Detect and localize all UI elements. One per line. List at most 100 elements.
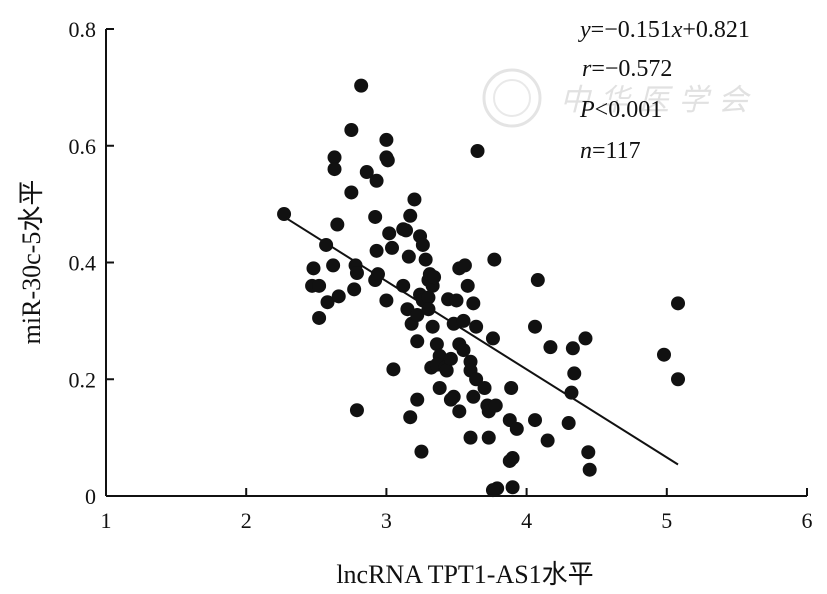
- data-point: [427, 270, 442, 285]
- data-point: [469, 319, 484, 334]
- data-point: [399, 223, 414, 238]
- x-tick-label: 5: [661, 508, 672, 533]
- data-point: [421, 290, 436, 305]
- data-point: [485, 483, 500, 498]
- data-point: [477, 381, 492, 396]
- data-point: [449, 293, 464, 308]
- data-point: [401, 249, 416, 264]
- data-point: [581, 445, 596, 460]
- data-point: [528, 413, 543, 428]
- data-point: [414, 444, 429, 459]
- data-point: [331, 289, 346, 304]
- data-point: [443, 392, 458, 407]
- data-point: [540, 433, 555, 448]
- x-axis-title: lncRNA TPT1-AS1水平: [336, 560, 593, 589]
- data-point: [410, 308, 425, 323]
- data-point: [425, 319, 440, 334]
- data-point: [505, 480, 520, 495]
- data-point: [466, 389, 481, 404]
- x-tick-label: 1: [101, 508, 112, 533]
- x-tick-label: 6: [802, 508, 813, 533]
- data-point: [485, 331, 500, 346]
- data-point: [466, 296, 481, 311]
- data-point: [456, 343, 471, 358]
- y-axis-ticks: 0 0.2 0.4 0.6 0.8: [69, 17, 114, 509]
- data-point: [656, 347, 671, 362]
- data-point: [369, 173, 384, 188]
- data-point: [379, 132, 394, 147]
- data-point: [671, 372, 686, 387]
- data-point: [565, 341, 580, 356]
- data-point: [463, 430, 478, 445]
- data-point: [457, 258, 472, 273]
- data-point: [370, 267, 385, 282]
- data-point: [407, 192, 422, 207]
- data-point: [312, 278, 327, 293]
- data-point: [567, 366, 582, 381]
- data-point: [344, 122, 359, 137]
- data-point: [502, 453, 517, 468]
- data-point: [327, 162, 342, 177]
- x-axis-ticks: 1 2 3 4 5 6: [101, 488, 813, 533]
- data-point: [379, 293, 394, 308]
- data-point: [344, 185, 359, 200]
- x-tick-label: 4: [521, 508, 532, 533]
- data-point: [543, 340, 558, 355]
- regression-line: [284, 216, 679, 466]
- data-point: [368, 209, 383, 224]
- data-point: [403, 208, 418, 223]
- data-point: [418, 252, 433, 267]
- data-point: [578, 331, 593, 346]
- data-point: [564, 385, 579, 400]
- y-tick-label: 0.6: [69, 134, 97, 159]
- data-point: [410, 334, 425, 349]
- data-point: [359, 165, 374, 180]
- p-label: P<0.001: [579, 97, 662, 123]
- data-point: [528, 319, 543, 334]
- equation-label: y=−0.151x+0.821: [578, 17, 750, 43]
- data-point: [312, 310, 327, 325]
- data-point: [410, 392, 425, 407]
- data-point: [443, 351, 458, 366]
- watermark-seal-icon: [482, 68, 542, 128]
- data-point: [386, 362, 401, 377]
- watermark-seal-inner-icon: [493, 79, 531, 117]
- watermark-text: 中 华 医 学 会: [560, 83, 751, 118]
- data-point: [456, 313, 471, 328]
- data-point: [330, 217, 345, 232]
- x-tick-label: 2: [241, 508, 252, 533]
- data-point: [306, 261, 321, 276]
- y-tick-label: 0.2: [69, 367, 97, 392]
- stats-annotation: y=−0.151x+0.821 r=−0.572 P<0.001 n=117: [578, 17, 750, 164]
- data-point: [460, 278, 475, 293]
- data-point: [320, 295, 335, 310]
- data-point: [561, 416, 576, 431]
- data-point: [415, 237, 430, 252]
- data-point: [319, 237, 334, 252]
- data-point: [354, 78, 369, 93]
- r-label: r=−0.572: [582, 56, 672, 82]
- data-point: [369, 243, 384, 258]
- data-point: [488, 398, 503, 413]
- data-point: [439, 363, 454, 378]
- data-point: [403, 410, 418, 425]
- data-point: [469, 372, 484, 387]
- data-point: [327, 150, 342, 165]
- data-point: [382, 226, 397, 241]
- data-point: [349, 403, 364, 418]
- data-point: [504, 381, 519, 396]
- data-point: [380, 153, 395, 168]
- y-tick-label: 0.4: [69, 251, 97, 276]
- n-label: n=117: [580, 138, 641, 164]
- data-point: [429, 337, 444, 352]
- data-point: [452, 404, 467, 419]
- data-point: [582, 462, 597, 477]
- data-point: [385, 240, 400, 255]
- y-tick-label: 0: [85, 484, 96, 509]
- y-tick-label: 0.8: [69, 17, 97, 42]
- watermark: 中 华 医 学 会: [482, 68, 751, 128]
- y-axis-title: miR-30c-5水平: [17, 180, 46, 345]
- data-point: [277, 207, 292, 222]
- data-point: [470, 144, 485, 159]
